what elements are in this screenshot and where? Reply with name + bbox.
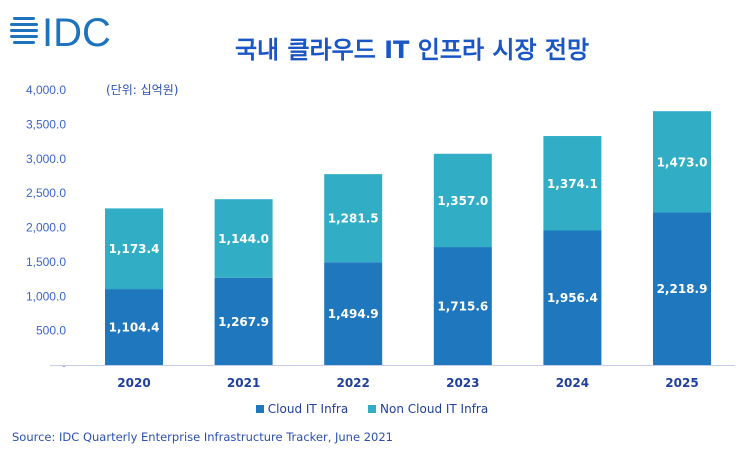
globe-stripes-icon: IDC [10, 11, 111, 55]
legend-label-cloud: Cloud IT Infra [267, 402, 349, 416]
data-label: 1,494.9 [328, 307, 379, 321]
bar-cloud-2021 [214, 277, 273, 365]
legend-item-non-cloud: Non Cloud IT Infra [368, 402, 488, 416]
chart-title: 국내 클라우드 IT 인프라 시장 전망 [234, 36, 590, 64]
x-tick-label: 2023 [446, 376, 479, 390]
bar-non-cloud-2020 [105, 208, 163, 290]
bar-cloud-2020 [105, 289, 163, 365]
logo-text: IDC [42, 11, 111, 52]
bar-non-cloud-2021 [214, 199, 273, 278]
legend-swatch-non-cloud [368, 405, 377, 413]
y-tick-label: 500.0 [36, 324, 66, 338]
bar-cloud-2023 [433, 247, 492, 365]
legend: Cloud IT Infra Non Cloud IT Infra [0, 402, 744, 416]
x-tick-label: 2025 [665, 376, 698, 390]
y-axis: -500.01,000.01,500.02,000.02,500.03,000.… [26, 83, 66, 372]
bar-non-cloud-2025 [653, 111, 711, 213]
data-label: 1,715.6 [437, 300, 488, 314]
y-tick-label: 1,000.0 [26, 289, 66, 303]
y-tick-label: 1,500.0 [26, 255, 66, 269]
x-tick-label: 2020 [117, 376, 150, 390]
data-label: 1,104.4 [109, 321, 160, 335]
data-label: 1,267.9 [218, 315, 269, 329]
unit-label: (단위: 십억원) [106, 83, 179, 97]
x-tick-label: 2021 [227, 376, 260, 390]
y-tick-label: 4,000.0 [26, 83, 66, 97]
legend-item-cloud: Cloud IT Infra [255, 402, 349, 416]
x-tick-label: 2024 [556, 376, 589, 390]
bars: 1,104.4 1,173.4 1,267.9 1,144.0 1,494.9 1,281… [105, 111, 711, 365]
y-tick-label: 2,500.0 [26, 186, 66, 200]
y-tick-label: 3,500.0 [26, 117, 66, 131]
data-label: 1,281.5 [328, 212, 379, 226]
legend-swatch-cloud [255, 405, 264, 413]
bar-cloud-2025 [653, 212, 711, 365]
data-label: 1,144.0 [218, 232, 269, 246]
y-tick-label: 3,000.0 [26, 152, 66, 166]
data-label: 1,956.4 [547, 291, 598, 305]
bar-cloud-2024 [543, 230, 602, 365]
source-note: Source: IDC Quarterly Enterprise Infrast… [12, 430, 393, 444]
bar-non-cloud-2022 [324, 174, 383, 263]
data-label: 1,173.4 [109, 242, 160, 256]
bar-non-cloud-2023 [433, 153, 492, 248]
x-axis: 2020 2021 2022 2023 2024 2025 [117, 376, 698, 390]
legend-label-non-cloud: Non Cloud IT Infra [380, 402, 489, 416]
idc-logo: IDC [10, 8, 150, 55]
bar-non-cloud-2024 [543, 136, 602, 231]
data-label: 1,473.0 [657, 155, 708, 169]
bar-cloud-2022 [324, 262, 383, 365]
data-label: 1,374.1 [547, 177, 598, 191]
data-label: 1,357.0 [437, 194, 488, 208]
y-tick-label: 2,000.0 [26, 221, 66, 235]
x-tick-label: 2022 [336, 376, 369, 390]
data-label: 2,218.9 [657, 282, 708, 296]
